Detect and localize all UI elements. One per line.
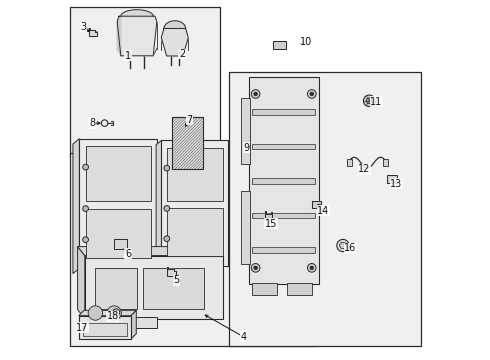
- Bar: [252, 283, 277, 295]
- Polygon shape: [77, 247, 223, 256]
- Circle shape: [113, 309, 120, 316]
- Polygon shape: [89, 28, 97, 36]
- Bar: [287, 283, 312, 295]
- Bar: [162, 140, 228, 266]
- Text: 9: 9: [244, 143, 250, 153]
- Text: 15: 15: [265, 219, 277, 229]
- Bar: [346, 159, 352, 166]
- Circle shape: [83, 206, 89, 211]
- Bar: [252, 247, 315, 253]
- Bar: [79, 316, 131, 339]
- Bar: [143, 268, 204, 309]
- Circle shape: [88, 306, 102, 320]
- Circle shape: [164, 236, 170, 242]
- Text: 8: 8: [89, 118, 95, 128]
- Circle shape: [251, 90, 260, 98]
- Text: 11: 11: [370, 96, 383, 107]
- Text: 17: 17: [76, 323, 89, 333]
- Circle shape: [310, 92, 314, 96]
- Bar: [387, 175, 397, 183]
- Bar: [252, 178, 315, 184]
- Bar: [229, 72, 421, 346]
- Text: 7: 7: [186, 114, 192, 125]
- Circle shape: [307, 90, 316, 98]
- Circle shape: [340, 242, 346, 249]
- Bar: [172, 117, 203, 169]
- Circle shape: [83, 237, 89, 243]
- Polygon shape: [312, 201, 320, 208]
- Circle shape: [310, 266, 314, 270]
- Polygon shape: [164, 21, 186, 28]
- Polygon shape: [167, 267, 175, 276]
- Polygon shape: [79, 310, 136, 316]
- Text: 12: 12: [358, 164, 371, 174]
- Bar: [383, 159, 388, 166]
- Polygon shape: [265, 211, 272, 218]
- Bar: [252, 109, 315, 115]
- Polygon shape: [156, 140, 162, 271]
- Bar: [71, 7, 220, 157]
- Bar: [114, 239, 127, 249]
- Bar: [86, 147, 150, 201]
- Bar: [248, 77, 319, 284]
- Polygon shape: [73, 139, 79, 274]
- Text: 10: 10: [300, 37, 312, 48]
- Bar: [79, 139, 157, 268]
- Text: 2: 2: [179, 49, 185, 59]
- Bar: [85, 256, 223, 319]
- Bar: [252, 144, 315, 149]
- Text: 16: 16: [344, 243, 357, 253]
- Text: 1: 1: [125, 51, 131, 61]
- Bar: [167, 148, 223, 201]
- Polygon shape: [131, 310, 136, 339]
- Polygon shape: [77, 247, 85, 319]
- Bar: [71, 153, 317, 346]
- Text: 18: 18: [107, 311, 119, 321]
- Bar: [242, 98, 250, 164]
- Bar: [252, 212, 315, 218]
- Circle shape: [364, 95, 375, 107]
- Bar: [273, 41, 286, 49]
- Polygon shape: [117, 16, 121, 56]
- Text: 14: 14: [318, 206, 330, 216]
- Circle shape: [164, 165, 170, 171]
- Circle shape: [251, 264, 260, 272]
- Polygon shape: [117, 16, 157, 56]
- Circle shape: [83, 164, 89, 170]
- Text: 3: 3: [81, 22, 87, 32]
- Bar: [167, 208, 223, 256]
- Bar: [242, 191, 250, 264]
- Bar: [95, 268, 138, 309]
- Text: 6: 6: [125, 249, 131, 259]
- Circle shape: [307, 264, 316, 272]
- Circle shape: [367, 98, 372, 104]
- Text: 4: 4: [240, 332, 246, 342]
- Circle shape: [115, 311, 118, 314]
- Text: 13: 13: [390, 179, 402, 189]
- Circle shape: [254, 266, 257, 270]
- Circle shape: [254, 92, 257, 96]
- Circle shape: [164, 206, 170, 211]
- Bar: [126, 317, 157, 328]
- Circle shape: [337, 239, 349, 252]
- Circle shape: [107, 306, 122, 320]
- Polygon shape: [161, 28, 188, 56]
- Bar: [86, 208, 150, 258]
- Bar: [83, 323, 127, 336]
- Text: 5: 5: [173, 275, 180, 285]
